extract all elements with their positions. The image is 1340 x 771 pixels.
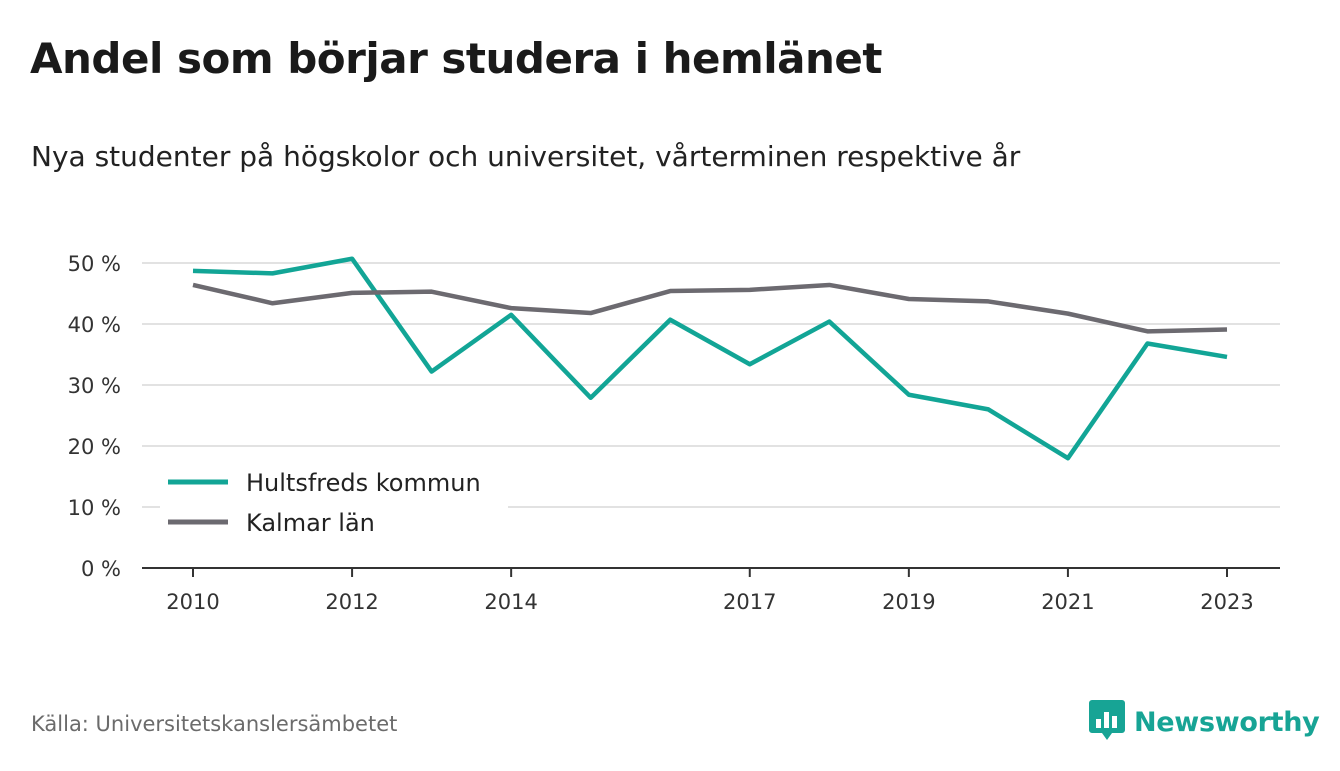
x-tick-label: 2014 — [484, 590, 537, 614]
data-point — [668, 289, 672, 293]
bar-chart-speech-bubble-icon — [1088, 698, 1126, 746]
data-point — [827, 283, 831, 287]
legend-label: Kalmar län — [246, 509, 375, 537]
brand-name: Newsworthy — [1134, 706, 1320, 738]
x-tick-label: 2010 — [166, 590, 219, 614]
chart-title: Andel som börjar studera i hemlänet — [30, 34, 883, 83]
y-tick-label: 50 % — [68, 252, 121, 276]
data-point — [191, 283, 195, 287]
data-point — [1145, 342, 1149, 346]
data-point — [589, 311, 593, 315]
data-point — [589, 396, 593, 400]
y-tick-label: 10 % — [68, 496, 121, 520]
y-axis: 0 % 10 % 20 % 30 % 40 % 50 % — [68, 252, 121, 581]
x-tick-label: 2021 — [1041, 590, 1094, 614]
data-point — [430, 290, 434, 294]
data-point — [191, 269, 195, 273]
line-chart: 0 % 10 % 20 % 30 % 40 % 50 % 2010 2012 2014 2017… — [68, 252, 1280, 614]
data-point — [1066, 456, 1070, 460]
data-point — [748, 362, 752, 366]
data-point — [350, 291, 354, 295]
y-tick-label: 40 % — [68, 313, 121, 337]
series-line-1 — [192, 282, 1228, 334]
data-point — [668, 318, 672, 322]
data-point — [827, 320, 831, 324]
legend-label: Hultsfreds kommun — [246, 469, 481, 497]
data-point — [1225, 355, 1229, 359]
source-note: Källa: Universitetskanslersämbetet — [31, 712, 398, 736]
data-point — [509, 306, 513, 310]
series-lines — [191, 256, 1229, 461]
y-tick-label: 20 % — [68, 435, 121, 459]
data-point — [1145, 329, 1149, 333]
data-point — [1066, 312, 1070, 316]
data-point — [907, 297, 911, 301]
chart-subtitle: Nya studenter på högskolor och universit… — [31, 140, 1021, 173]
data-point — [986, 407, 990, 411]
x-axis: 2010 2012 2014 2017 2019 2021 2023 — [142, 567, 1280, 614]
x-tick-label: 2012 — [325, 590, 378, 614]
data-point — [271, 301, 275, 305]
data-point — [986, 299, 990, 303]
legend: Hultsfreds kommun Kalmar län — [160, 466, 508, 554]
data-point — [350, 257, 354, 261]
data-point — [509, 313, 513, 317]
data-point — [748, 288, 752, 292]
data-point — [907, 393, 911, 397]
data-point — [1225, 327, 1229, 331]
x-tick-label: 2017 — [723, 590, 776, 614]
brand-logo[interactable]: Newsworthy — [1088, 698, 1320, 746]
x-tick-label: 2023 — [1200, 590, 1253, 614]
y-tick-label: 0 % — [81, 557, 121, 581]
y-tick-label: 30 % — [68, 374, 121, 398]
data-point — [271, 271, 275, 275]
series-line-0 — [192, 256, 1228, 461]
data-point — [430, 370, 434, 374]
x-tick-label: 2019 — [882, 590, 935, 614]
